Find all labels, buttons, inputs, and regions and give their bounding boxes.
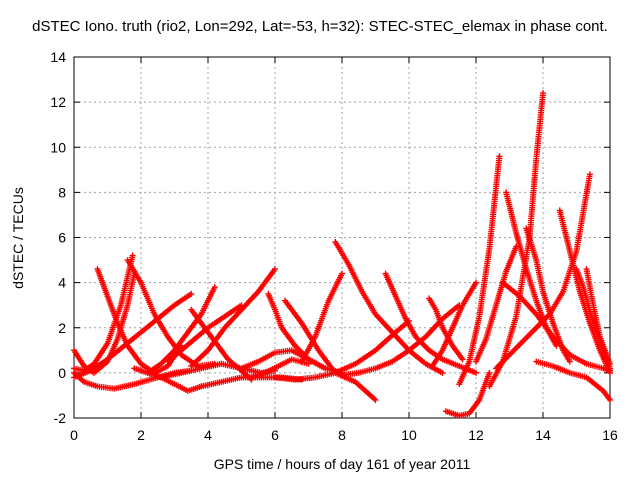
data-point — [473, 369, 479, 376]
x-tick-label: 8 — [338, 427, 346, 443]
y-tick-label: 14 — [50, 49, 66, 65]
x-axis-label: GPS time / hours of day 161 of year 2011 — [213, 456, 471, 472]
data-point — [607, 367, 613, 374]
chart-title: dSTEC Iono. truth (rio2, Lon=292, Lat=-5… — [32, 18, 608, 35]
data-point — [473, 279, 479, 286]
y-tick-label: 8 — [58, 184, 66, 200]
x-tick-label: 4 — [204, 427, 212, 443]
data-point — [439, 369, 446, 376]
data-point — [188, 290, 195, 297]
x-tick-label: 12 — [468, 427, 484, 443]
data-point — [496, 153, 503, 160]
y-tick-label: 4 — [58, 275, 66, 291]
data-point — [486, 369, 493, 376]
y-tick-label: 0 — [58, 365, 66, 381]
data-point — [607, 360, 613, 367]
x-tick-label: 0 — [70, 427, 78, 443]
data-point — [129, 252, 136, 259]
data-point — [211, 284, 218, 291]
data-point — [372, 396, 379, 403]
x-tick-label: 2 — [137, 427, 145, 443]
y-tick-label: 6 — [58, 230, 66, 246]
x-tick-label: 16 — [602, 427, 618, 443]
data-point — [553, 342, 560, 349]
x-tick-label: 10 — [401, 427, 417, 443]
data-point — [566, 358, 573, 365]
y-axis-label: dSTEC / TECUs — [10, 187, 26, 289]
data-point — [586, 171, 593, 178]
y-tick-label: 12 — [50, 94, 66, 110]
data-point — [459, 356, 466, 363]
x-tick-label: 14 — [535, 427, 551, 443]
plot-frame — [73, 56, 611, 419]
x-tick-label: 6 — [271, 427, 279, 443]
data-point — [540, 90, 546, 97]
data-point — [339, 270, 345, 277]
y-tick-label: 10 — [50, 139, 66, 155]
data-point — [607, 396, 613, 403]
data-point — [272, 266, 278, 273]
y-tick-label: 2 — [58, 320, 66, 336]
data-series — [71, 90, 613, 419]
y-tick-label: -2 — [54, 410, 67, 426]
